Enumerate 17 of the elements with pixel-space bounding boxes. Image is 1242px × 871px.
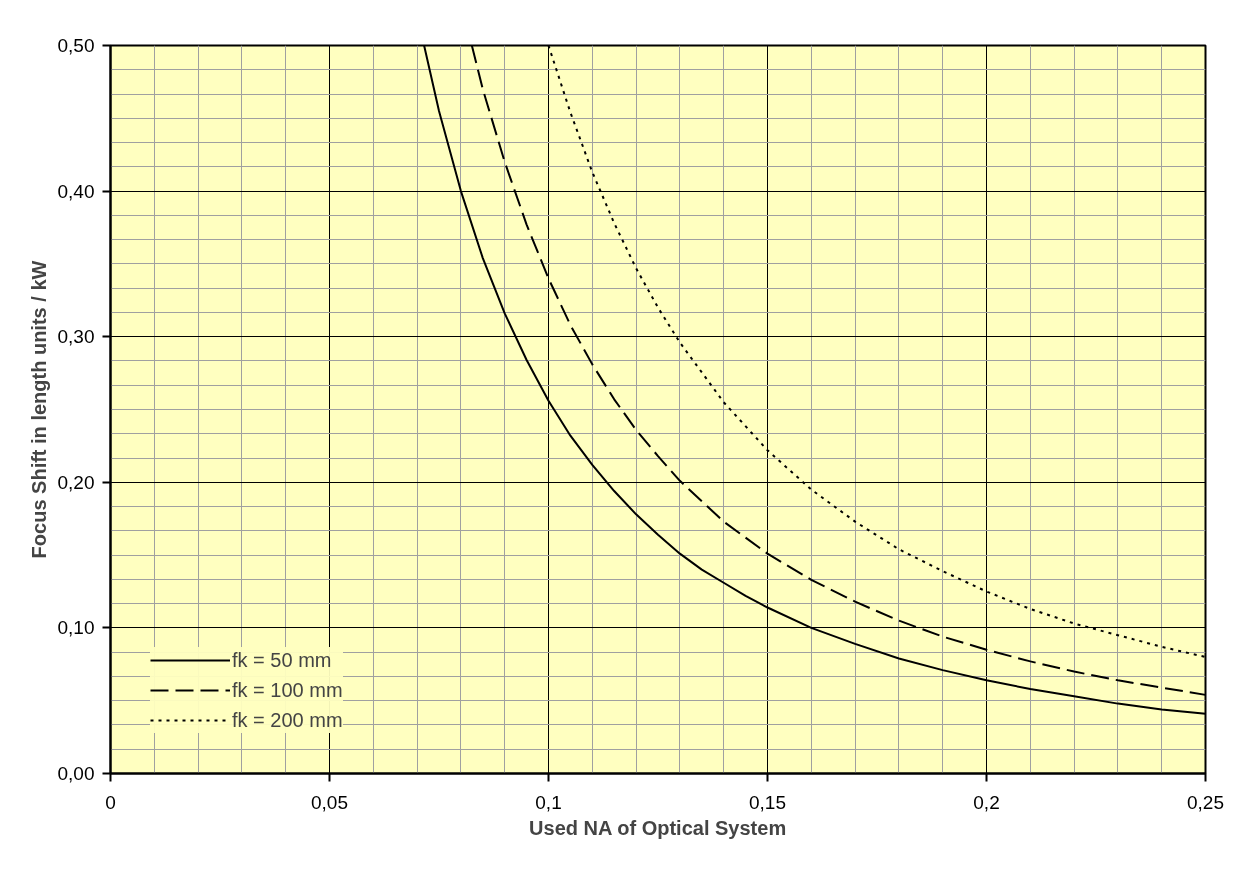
x-tick-label: 0 [105, 791, 116, 813]
x-tick-label: 0,15 [749, 791, 786, 813]
y-tick-label: 0,00 [57, 763, 95, 784]
legend-label: fk = 100 mm [232, 678, 343, 702]
x-tick-label: 0,1 [535, 791, 562, 813]
y-tick-label: 0,30 [57, 326, 95, 348]
x-tick-label: 0,05 [311, 791, 348, 813]
x-tick-label: 0,2 [973, 791, 1000, 813]
y-tick-label: 0,50 [57, 35, 95, 56]
legend-label: fk = 50 mm [232, 648, 332, 672]
y-tick-label: 0,10 [57, 617, 95, 639]
legend-label: fk = 200 mm [232, 708, 343, 732]
y-tick-label: 0,20 [57, 471, 95, 493]
x-axis-title: Used NA of Optical System [529, 816, 787, 839]
y-axis-title: Focus Shift in length units / kW [27, 260, 50, 559]
x-tick-label: 0,25 [1187, 791, 1224, 813]
y-tick-label: 0,40 [57, 180, 95, 202]
